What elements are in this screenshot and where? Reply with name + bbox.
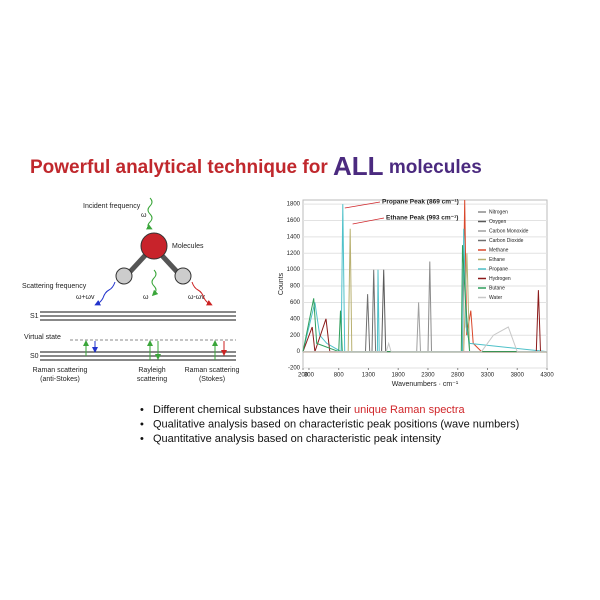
bullet-text: Different chemical substances have their…: [153, 404, 466, 416]
bullet-text: Quantitative analysis based on character…: [153, 433, 441, 445]
y-tick-label: -200: [288, 366, 301, 372]
x-tick-label: 2300: [421, 373, 435, 379]
label: S0: [30, 353, 39, 360]
legend-label: Hydrogen: [489, 276, 511, 282]
hydrogen-atom: [174, 267, 192, 285]
bullets: • Different chemical substances have thei…: [140, 404, 519, 445]
label: ω+ωv: [76, 294, 95, 301]
label: Raman scattering: [185, 367, 240, 374]
arrow: [94, 281, 116, 306]
x-tick-label: 1800: [392, 373, 406, 379]
label: Raman scattering: [33, 367, 88, 374]
legend-label: Carbon Monoxide: [489, 228, 529, 234]
slide-title: Powerful analytical technique for ALL mo…: [30, 151, 482, 181]
legend-label: Ethane: [489, 257, 505, 263]
plot-area: [302, 199, 548, 369]
x-tick-label: 4300: [540, 373, 554, 379]
y-tick-label: 200: [290, 333, 301, 339]
x-tick-label: 2800: [451, 373, 465, 379]
legend-label: Propane: [489, 266, 508, 272]
raman-diagram: Incident frequency ω Molecules Scatterin…: [22, 197, 240, 383]
bullet-text: Qualitative analysis based on characteri…: [153, 418, 519, 430]
y-tick-label: 1600: [287, 218, 301, 224]
bullet-part: Different chemical substances have their: [153, 404, 354, 416]
x-axis-label: Wavenumbers · cm⁻¹: [392, 381, 459, 388]
legend-label: Butane: [489, 285, 505, 291]
hydrogen-atom: [115, 267, 133, 285]
x-tick-label: 1300: [362, 373, 376, 379]
legend-label: Carbon Dioxide: [489, 238, 524, 244]
y-tick-label: 400: [290, 316, 301, 322]
label: Rayleigh: [138, 367, 165, 374]
y-tick-label: 1800: [287, 202, 301, 208]
label: S1: [30, 313, 39, 320]
y-tick-label: 1200: [287, 251, 301, 257]
spectrum-line: [303, 326, 547, 353]
title-part: Powerful analytical technique for: [30, 157, 333, 178]
y-axis-label: Counts: [278, 272, 285, 295]
legend-label: Oxygen: [489, 219, 506, 225]
bullet-part: Quantitative analysis based on character…: [153, 433, 441, 445]
bullet-dot: •: [140, 418, 144, 430]
title-part: molecules: [384, 157, 482, 178]
arrow: [191, 281, 213, 306]
annotation: Ethane Peak (993 cm⁻¹): [386, 215, 458, 222]
y-tick-label: 0: [297, 349, 301, 355]
label: ω: [141, 212, 147, 219]
label: Incident frequency: [83, 203, 141, 210]
bullet-part: Qualitative analysis based on characteri…: [153, 418, 519, 430]
spectrum-chart: -200 0 200 400 600 800 1000 1200 1400 1600 1800 200…: [278, 199, 554, 388]
arrow: [145, 197, 153, 230]
bullet-part: unique Raman spectra: [354, 404, 466, 416]
y-tick-label: 600: [290, 300, 301, 306]
x-tick-label: 300: [304, 373, 315, 379]
label: scattering: [137, 376, 167, 383]
legend-label: Water: [489, 295, 502, 301]
y-tick-label: 1000: [287, 267, 301, 273]
y-tick-label: 1400: [287, 234, 301, 240]
oxygen-atom: [140, 232, 168, 260]
label: Molecules: [172, 243, 204, 250]
label: ω: [143, 294, 149, 301]
legend-label: Methane: [489, 247, 509, 253]
y-tick-label: 800: [290, 284, 301, 290]
x-tick-label: 200: [298, 373, 309, 379]
label: Virtual state: [24, 334, 61, 341]
label: Scattering frequency: [22, 283, 87, 290]
annotation: Propane Peak (869 cm⁻¹): [382, 199, 459, 206]
annotation-arrow: [344, 201, 381, 209]
bullet-dot: •: [140, 433, 144, 445]
title-part: ALL: [333, 151, 384, 181]
label: ω-ωv: [188, 294, 205, 301]
x-tick-label: 3800: [511, 373, 525, 379]
bullet-dot: •: [140, 404, 144, 416]
label: (Stokes): [199, 376, 225, 383]
legend-label: Nitrogen: [489, 209, 508, 215]
x-tick-label: 800: [334, 373, 345, 379]
arrow: [151, 269, 159, 297]
label: (anti-Stokes): [40, 376, 80, 383]
x-tick-label: 3300: [481, 373, 495, 379]
annotation-arrow: [352, 217, 385, 225]
